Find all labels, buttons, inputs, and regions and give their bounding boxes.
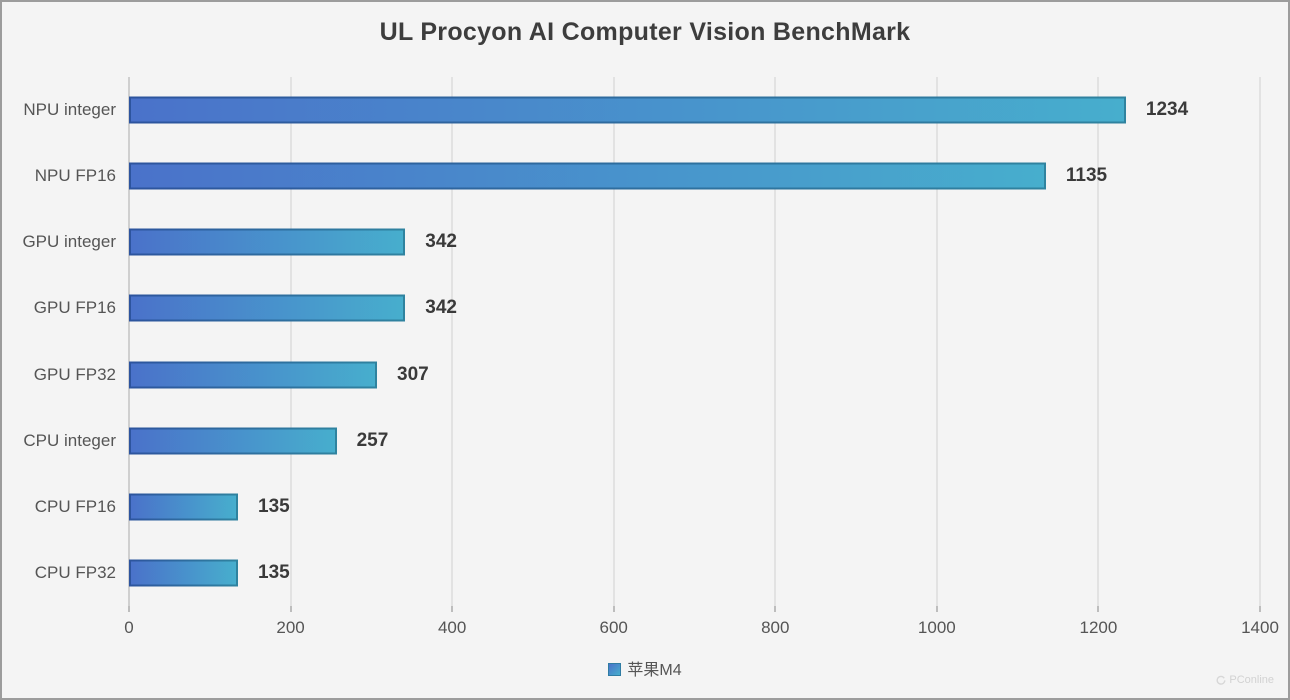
- gridline: [1097, 77, 1100, 606]
- axis-tick: [935, 606, 938, 612]
- bar: [129, 493, 239, 521]
- x-tick-label: 1400: [1241, 618, 1279, 637]
- bar: [129, 162, 1046, 190]
- category-label: GPU FP16: [33, 298, 116, 318]
- axis-tick: [1259, 606, 1261, 612]
- axis-tick: [612, 606, 615, 612]
- value-label: 342: [425, 231, 457, 253]
- x-tick-label: 1000: [917, 618, 956, 637]
- category-label: CPU integer: [23, 430, 116, 450]
- chart-title: UL Procyon AI Computer Vision BenchMark: [379, 18, 911, 46]
- category-label: NPU FP16: [34, 166, 116, 186]
- bar: [129, 96, 1126, 124]
- bar-fill: [131, 164, 1044, 188]
- x-tick-label: 400: [437, 618, 467, 637]
- x-tick-label: 800: [761, 618, 790, 637]
- category-label: CPU FP32: [34, 562, 116, 582]
- axis-tick: [289, 606, 292, 612]
- gridline: [289, 77, 292, 606]
- value-label: 1135: [1065, 165, 1108, 187]
- bar-row: GPU integer 342: [22, 209, 1260, 275]
- bar-fill: [131, 363, 375, 387]
- category-label: NPU integer: [23, 100, 116, 120]
- pconline-logo-icon: [1216, 675, 1226, 685]
- watermark-label: PConline: [1229, 674, 1274, 686]
- x-tick-label: 600: [599, 618, 628, 637]
- legend: 苹果M4: [2, 656, 1288, 680]
- gridline: [935, 77, 938, 606]
- bar-row: GPU FP32 307: [34, 342, 1260, 408]
- bar: [129, 294, 406, 322]
- bar-row: CPU FP32 135: [35, 540, 1260, 606]
- category-label: GPU integer: [22, 232, 116, 252]
- gridline: [1259, 77, 1261, 606]
- gridline: [774, 77, 777, 606]
- watermark: PConline: [1216, 674, 1274, 686]
- x-tick-label: 200: [276, 618, 305, 637]
- bar: [129, 361, 377, 389]
- bar-fill: [131, 495, 237, 519]
- value-label: 342: [425, 297, 457, 319]
- value-label: 307: [397, 363, 429, 385]
- category-label: CPU FP16: [34, 496, 116, 516]
- bar-fill: [131, 296, 404, 320]
- bar-rows: NPU integer 1234 NPU FP16 1135 GPU integer 34…: [22, 77, 1260, 606]
- value-label: 257: [356, 429, 389, 451]
- gridline: [128, 77, 130, 606]
- value-label: 135: [258, 495, 290, 517]
- bar-row: CPU integer 257: [23, 408, 1260, 474]
- bar-row: CPU FP16 135: [35, 474, 1260, 540]
- bar-fill: [131, 561, 237, 585]
- axis-tick: [774, 606, 777, 612]
- value-label: 1234: [1145, 99, 1189, 121]
- gridline: [612, 77, 615, 606]
- bar-row: NPU integer 1234: [23, 77, 1260, 143]
- bar-row: GPU FP16 342: [34, 275, 1260, 341]
- x-tick-label: 1200: [1079, 618, 1118, 637]
- value-label: 135: [258, 561, 290, 583]
- category-label: GPU FP32: [33, 364, 116, 384]
- gridline: [451, 77, 454, 606]
- bar: [129, 228, 406, 256]
- bar-fill: [131, 230, 404, 254]
- axis-tick: [128, 606, 130, 612]
- bar-fill: [131, 98, 1124, 122]
- bar-fill: [131, 429, 335, 453]
- axis-tick: [451, 606, 454, 612]
- x-tick-label: 0: [124, 618, 134, 637]
- bar: [129, 559, 239, 587]
- legend-swatch: [608, 662, 622, 676]
- axis-tick: [1097, 606, 1100, 612]
- bar: [129, 427, 337, 455]
- plot-area: 0 200 400 600 800 1000 1200 1400 NPU integer 123…: [22, 77, 1279, 637]
- legend-label: 苹果M4: [627, 662, 682, 679]
- bar-row: NPU FP16 1135: [35, 143, 1260, 209]
